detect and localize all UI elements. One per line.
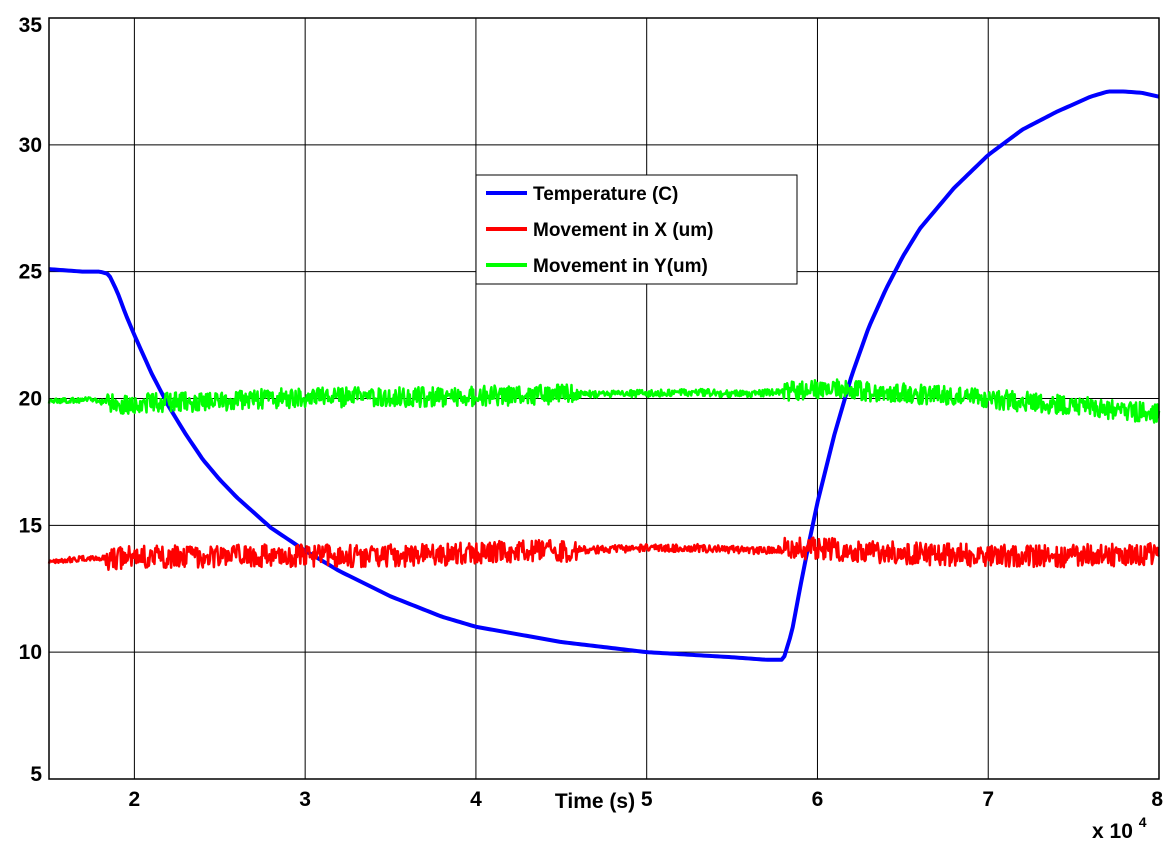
x-axis-multiplier-base: x 10 [1092, 820, 1133, 841]
x-tick-label-4: 4 [470, 788, 482, 811]
x-axis-multiplier: x 10 4 [1092, 814, 1147, 841]
x-tick-label-3: 3 [299, 788, 311, 811]
y-tick-label-20: 20 [19, 388, 42, 411]
y-tick-label-5: 5 [30, 763, 42, 786]
legend-label-movement-x: Movement in X (um) [533, 220, 714, 241]
legend-label-movement-y: Movement in Y(um) [533, 256, 708, 277]
y-tick-label-35: 35 [19, 14, 43, 37]
legend: Temperature (C) Movement in X (um) Movem… [475, 174, 798, 285]
x-tick-label-5: 5 [641, 788, 653, 811]
x-tick-label-6: 6 [812, 788, 824, 811]
legend-box [475, 174, 798, 285]
series-line-movement-in-y-um [47, 378, 1161, 424]
y-tick-label-30: 30 [19, 134, 42, 157]
plot-frame [48, 17, 1160, 780]
x-tick-label-8: 8 [1151, 788, 1163, 811]
x-tick-label-2: 2 [129, 788, 141, 811]
x-axis-label: Time (s) [555, 790, 635, 813]
series-line-movement-in-x-um [47, 536, 1160, 571]
series-line-temperature-c [48, 89, 1160, 662]
x-axis-multiplier-exponent: 4 [1139, 814, 1147, 830]
y-tick-label-25: 25 [19, 261, 43, 284]
series-layer [47, 89, 1161, 662]
legend-label-temperature: Temperature (C) [533, 184, 678, 205]
x-tick-label-7: 7 [982, 788, 994, 811]
tick-labels: 2 3 4 5 6 7 8 5 10 15 20 25 30 35 [19, 14, 1164, 811]
y-tick-label-10: 10 [19, 641, 42, 664]
y-tick-label-15: 15 [19, 514, 43, 537]
